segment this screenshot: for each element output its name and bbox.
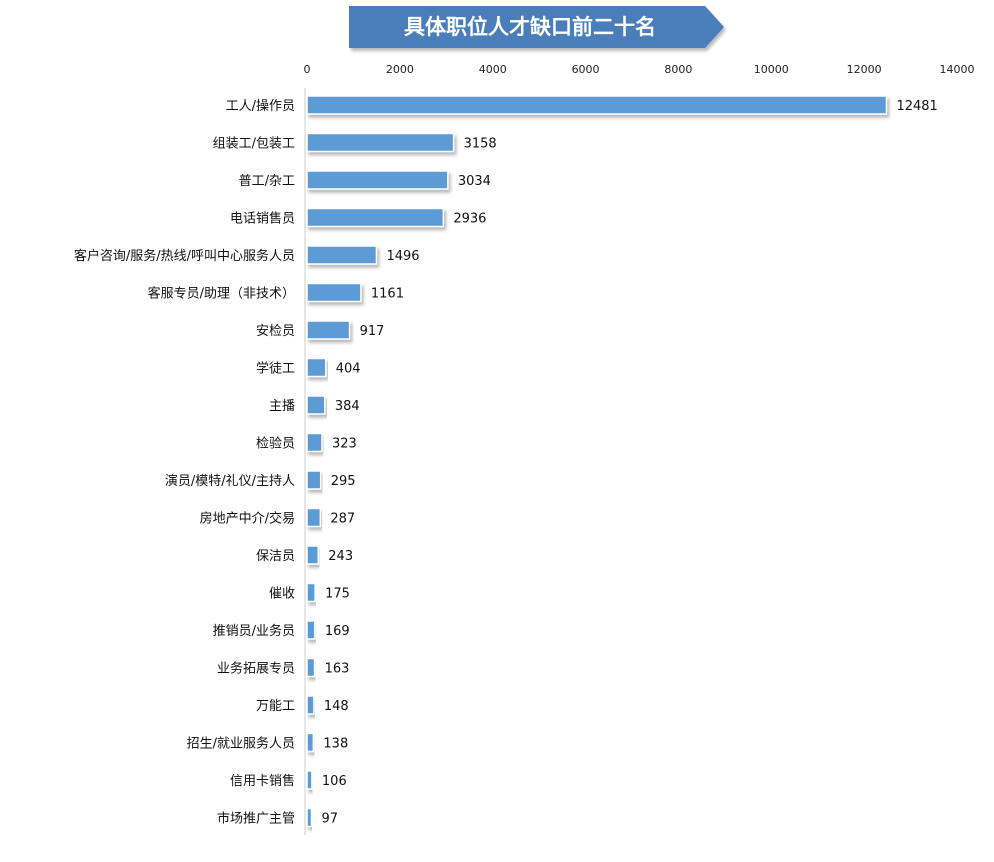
category-label: 客户咨询/服务/热线/呼叫中心服务人员 bbox=[74, 248, 295, 264]
bar bbox=[306, 245, 378, 265]
chart-title-banner: 具体职位人才缺口前二十名 bbox=[349, 6, 724, 48]
bar bbox=[306, 395, 326, 415]
bar bbox=[306, 320, 351, 340]
bar-row: 主播 384 bbox=[269, 395, 360, 415]
x-tick-label: 4000 bbox=[479, 63, 507, 76]
bar bbox=[306, 207, 445, 228]
x-tick-label: 2000 bbox=[386, 63, 414, 76]
bar bbox=[306, 95, 888, 115]
category-label: 普工/杂工 bbox=[239, 174, 295, 189]
bar-row: 安检员 917 bbox=[256, 320, 385, 340]
bar bbox=[306, 770, 313, 790]
bar-row: 房地产中介/交易 287 bbox=[200, 507, 355, 528]
category-label: 保洁员 bbox=[256, 549, 295, 564]
value-label: 12481 bbox=[896, 99, 937, 114]
bar bbox=[306, 132, 455, 153]
bar bbox=[306, 695, 315, 715]
title-arrow-shape bbox=[349, 6, 724, 48]
value-label: 1161 bbox=[371, 287, 404, 302]
value-label: 3034 bbox=[458, 174, 491, 189]
bars: 工人/操作员 12481 组装工/包装工 3158 普工/杂工 3034 电话销售员 2936… bbox=[74, 95, 938, 828]
x-tick-label: 10000 bbox=[754, 63, 789, 76]
bar-row: 信用卡销售 106 bbox=[230, 770, 347, 790]
category-label: 市场推广主管 bbox=[217, 811, 295, 827]
value-label: 295 bbox=[331, 474, 356, 489]
category-label: 演员/模特/礼仪/主持人 bbox=[165, 473, 295, 489]
value-label: 97 bbox=[322, 812, 339, 827]
bar-row: 客服专员/助理（非技术） 1161 bbox=[148, 282, 404, 303]
bar bbox=[306, 507, 322, 528]
bar bbox=[306, 170, 449, 190]
bar-row: 组装工/包装工 3158 bbox=[213, 132, 497, 153]
chart-title: 具体职位人才缺口前二十名 bbox=[404, 14, 656, 39]
bar-row: 演员/模特/礼仪/主持人 295 bbox=[165, 470, 356, 490]
category-label: 催收 bbox=[269, 587, 295, 602]
x-tick-label: 8000 bbox=[664, 63, 692, 76]
bar-row: 学徒工 404 bbox=[256, 357, 361, 378]
bar-row: 催收 175 bbox=[269, 582, 350, 603]
category-label: 电话销售员 bbox=[230, 211, 295, 227]
value-label: 287 bbox=[330, 512, 355, 527]
category-label: 招生/就业服务人员 bbox=[187, 736, 295, 752]
value-label: 163 bbox=[325, 662, 350, 677]
value-label: 148 bbox=[324, 699, 349, 714]
category-label: 信用卡销售 bbox=[230, 773, 295, 789]
bar-row: 业务拓展专员 163 bbox=[217, 657, 350, 678]
category-label: 检验员 bbox=[256, 436, 295, 452]
category-label: 推销员/业务员 bbox=[213, 623, 295, 639]
value-label: 917 bbox=[360, 324, 385, 339]
bar bbox=[306, 357, 327, 378]
bar bbox=[306, 282, 362, 303]
value-label: 169 bbox=[325, 624, 350, 639]
bar bbox=[306, 582, 316, 603]
category-label: 组装工/包装工 bbox=[213, 137, 295, 152]
bar-row: 万能工 148 bbox=[256, 695, 349, 715]
bar-row: 检验员 323 bbox=[256, 432, 357, 453]
bar bbox=[306, 470, 322, 490]
bar-row: 招生/就业服务人员 138 bbox=[187, 732, 348, 753]
x-tick-label: 0 bbox=[304, 63, 311, 76]
category-label: 学徒工 bbox=[256, 361, 295, 377]
x-tick-label: 12000 bbox=[847, 63, 882, 76]
bar-row: 电话销售员 2936 bbox=[230, 207, 486, 228]
x-tick-label: 14000 bbox=[940, 63, 975, 76]
value-label: 1496 bbox=[386, 249, 419, 264]
bar bbox=[306, 807, 313, 828]
x-axis: 0 2000 4000 6000 8000 10000 12000 14000 bbox=[304, 63, 975, 76]
bar bbox=[306, 432, 323, 453]
category-label: 工人/操作员 bbox=[226, 98, 295, 114]
value-label: 138 bbox=[323, 737, 348, 752]
value-label: 243 bbox=[328, 549, 353, 564]
category-label: 主播 bbox=[269, 399, 295, 414]
bar bbox=[306, 657, 316, 678]
bar bbox=[306, 620, 316, 640]
bar bbox=[306, 545, 320, 565]
value-label: 3158 bbox=[464, 137, 497, 152]
bar-row: 客户咨询/服务/热线/呼叫中心服务人员 1496 bbox=[74, 245, 420, 265]
category-label: 安检员 bbox=[256, 324, 295, 339]
value-label: 2936 bbox=[453, 212, 486, 227]
bar-row: 保洁员 243 bbox=[256, 545, 353, 565]
category-label: 客服专员/助理（非技术） bbox=[148, 286, 295, 302]
category-label: 万能工 bbox=[256, 699, 295, 714]
value-label: 384 bbox=[335, 399, 360, 414]
category-label: 业务拓展专员 bbox=[217, 661, 295, 677]
category-label: 房地产中介/交易 bbox=[200, 511, 295, 527]
bar bbox=[306, 732, 315, 753]
value-label: 323 bbox=[332, 437, 357, 452]
bar-row: 推销员/业务员 169 bbox=[213, 620, 350, 640]
bar-row: 工人/操作员 12481 bbox=[226, 95, 938, 115]
bar-row: 市场推广主管 97 bbox=[217, 807, 339, 828]
value-label: 404 bbox=[336, 362, 361, 377]
value-label: 106 bbox=[322, 774, 347, 789]
bar-row: 普工/杂工 3034 bbox=[239, 170, 491, 190]
value-label: 175 bbox=[325, 587, 350, 602]
x-tick-label: 6000 bbox=[572, 63, 600, 76]
